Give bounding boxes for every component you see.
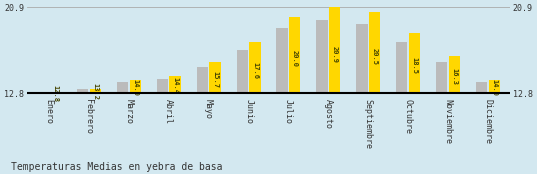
Bar — [449, 56, 460, 93]
Text: 14.0: 14.0 — [491, 79, 497, 96]
Text: 13.2: 13.2 — [92, 83, 98, 100]
Text: Temperaturas Medias en yebra de basa: Temperaturas Medias en yebra de basa — [11, 162, 222, 172]
Bar — [197, 67, 208, 93]
Bar — [237, 50, 248, 93]
Bar — [157, 79, 168, 93]
Bar — [316, 20, 328, 93]
Bar — [249, 42, 260, 93]
Bar — [329, 7, 340, 93]
Bar — [77, 89, 88, 93]
Text: 12.8: 12.8 — [52, 85, 59, 101]
Text: 14.4: 14.4 — [172, 77, 178, 94]
Bar — [277, 28, 288, 93]
Bar — [170, 76, 180, 93]
Bar — [117, 82, 128, 93]
Text: 14.0: 14.0 — [132, 79, 138, 96]
Bar — [357, 24, 367, 93]
Text: 15.7: 15.7 — [212, 71, 218, 88]
Bar — [209, 62, 221, 93]
Bar — [489, 80, 500, 93]
Bar — [396, 42, 408, 93]
Bar — [129, 80, 141, 93]
Bar — [90, 89, 101, 93]
Bar — [476, 82, 487, 93]
Text: 20.9: 20.9 — [332, 46, 338, 63]
Bar — [436, 62, 447, 93]
Text: 16.3: 16.3 — [452, 68, 458, 85]
Text: 20.5: 20.5 — [372, 48, 378, 65]
Text: 20.0: 20.0 — [292, 50, 298, 67]
Bar — [369, 11, 380, 93]
Text: 17.6: 17.6 — [252, 62, 258, 79]
Bar — [409, 33, 420, 93]
Text: 18.5: 18.5 — [412, 57, 418, 74]
Bar — [289, 17, 300, 93]
